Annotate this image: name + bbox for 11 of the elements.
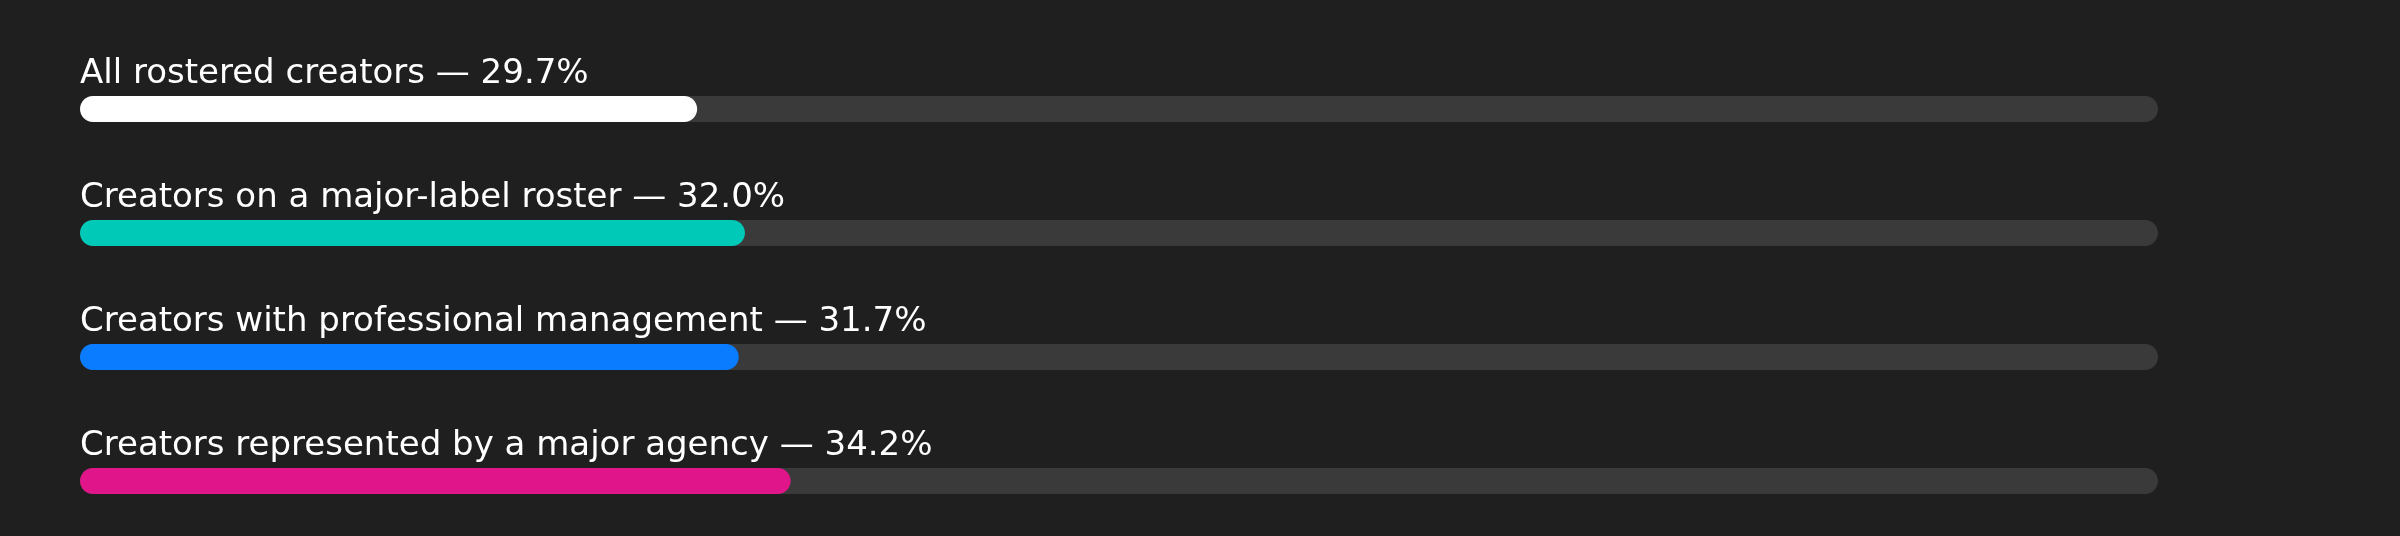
data-label: 31.7% xyxy=(818,299,927,339)
y-tick-label: Creators represented by a major agency — xyxy=(80,423,814,463)
y-tick-label: Creators with professional management — xyxy=(80,299,808,339)
bar xyxy=(80,220,745,246)
data-label: 32.0% xyxy=(677,175,786,215)
bar xyxy=(80,96,698,122)
y-tick-label: Creators on a major-label roster — xyxy=(80,175,667,215)
data-label: 34.2% xyxy=(824,423,933,463)
bar xyxy=(80,344,739,370)
data-label: 29.7% xyxy=(480,51,589,91)
y-tick-label: All rostered creators — xyxy=(80,51,470,91)
